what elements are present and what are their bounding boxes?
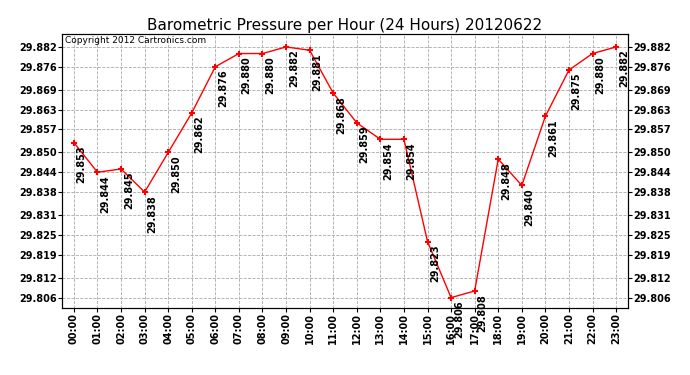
Text: 29.882: 29.882: [289, 50, 299, 87]
Text: 29.862: 29.862: [195, 116, 204, 153]
Text: 29.881: 29.881: [313, 53, 322, 91]
Text: Copyright 2012 Cartronics.com: Copyright 2012 Cartronics.com: [65, 36, 206, 45]
Text: 29.838: 29.838: [148, 195, 157, 232]
Text: 29.880: 29.880: [241, 56, 252, 94]
Text: 29.880: 29.880: [595, 56, 605, 94]
Text: 29.806: 29.806: [454, 300, 464, 338]
Text: 29.850: 29.850: [171, 155, 181, 193]
Text: 29.875: 29.875: [572, 73, 582, 110]
Text: 29.808: 29.808: [477, 294, 487, 332]
Text: 29.861: 29.861: [548, 119, 558, 157]
Text: 29.854: 29.854: [406, 142, 417, 180]
Text: 29.854: 29.854: [383, 142, 393, 180]
Text: 29.845: 29.845: [124, 172, 134, 209]
Text: 29.853: 29.853: [77, 146, 87, 183]
Text: 29.848: 29.848: [501, 162, 511, 200]
Title: Barometric Pressure per Hour (24 Hours) 20120622: Barometric Pressure per Hour (24 Hours) …: [148, 18, 542, 33]
Text: 29.859: 29.859: [359, 126, 370, 163]
Text: 29.882: 29.882: [619, 50, 629, 87]
Text: 29.844: 29.844: [100, 175, 110, 213]
Text: 29.840: 29.840: [524, 188, 535, 226]
Text: 29.868: 29.868: [336, 96, 346, 134]
Text: 29.880: 29.880: [265, 56, 275, 94]
Text: 29.876: 29.876: [218, 69, 228, 107]
Text: 29.823: 29.823: [431, 244, 440, 282]
